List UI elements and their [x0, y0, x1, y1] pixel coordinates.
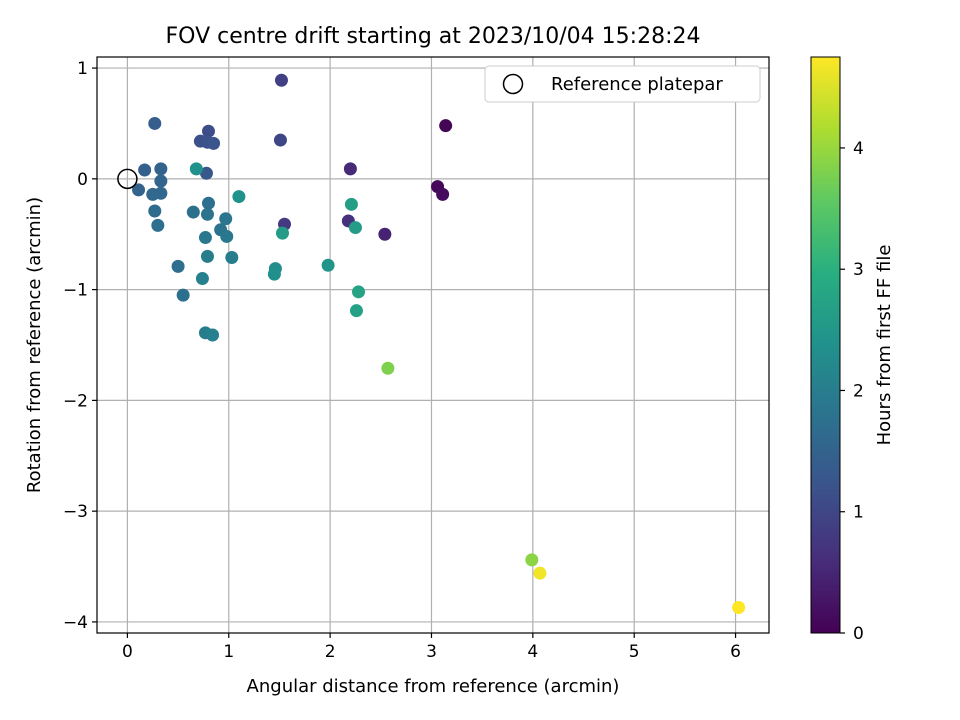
x-tick-label: 4	[527, 642, 538, 662]
x-tick-label: 3	[426, 642, 437, 662]
data-point	[343, 162, 357, 176]
data-point	[189, 162, 203, 176]
data-point	[176, 288, 190, 302]
x-tick-label: 1	[223, 642, 234, 662]
data-point	[171, 259, 185, 273]
colorbar-tick-label: 1	[853, 503, 864, 523]
data-point	[154, 174, 168, 188]
data-point	[148, 204, 162, 218]
data-point	[321, 258, 335, 272]
data-point	[138, 163, 152, 177]
y-tick-label: 0	[77, 170, 88, 190]
data-points	[132, 73, 746, 615]
data-point	[274, 73, 288, 87]
data-point	[273, 133, 287, 147]
legend-marker-reference	[502, 73, 524, 95]
colorbar-tick-label: 2	[853, 381, 864, 401]
data-point	[732, 601, 746, 615]
reference-marker	[117, 168, 138, 190]
data-point	[381, 361, 395, 375]
data-point	[349, 304, 363, 318]
x-tick-label: 5	[629, 642, 640, 662]
data-point	[275, 226, 289, 240]
plot-area: 0 1 2 3 4 5 6 −4 −3 −2 −1 0 1	[63, 56, 770, 662]
x-tick-label: 6	[730, 642, 741, 662]
y-tick-label: 1	[77, 59, 88, 79]
data-point	[232, 190, 246, 204]
colorbar: 0 1 2 3 4 Hours from first FF file	[810, 56, 895, 644]
data-point	[220, 229, 234, 243]
data-point	[200, 207, 214, 221]
y-axis-label: Rotation from reference (arcmin)	[24, 197, 45, 493]
colorbar-ticks: 0 1 2 3 4	[840, 139, 864, 644]
data-point	[198, 231, 212, 245]
data-point	[199, 166, 213, 180]
data-point	[154, 186, 168, 200]
colorbar-tick-label: 4	[853, 139, 864, 159]
colorbar-tick-label: 0	[853, 624, 864, 644]
x-axis-ticks: 0 1 2 3 4 5 6	[122, 633, 741, 662]
data-point	[378, 227, 392, 241]
reference-platepar-point	[117, 168, 138, 190]
data-point	[186, 205, 200, 219]
y-tick-label: −2	[63, 391, 88, 411]
chart-title: FOV centre drift starting at 2023/10/04 …	[166, 24, 701, 49]
y-axis-ticks: −4 −3 −2 −1 0 1	[63, 59, 97, 633]
data-point	[344, 197, 358, 211]
legend-label-reference: Reference platepar	[551, 74, 723, 95]
data-point	[151, 218, 165, 232]
data-point	[352, 285, 366, 299]
colorbar-label: Hours from first FF file	[874, 245, 895, 446]
data-point	[267, 267, 281, 281]
data-point	[201, 196, 215, 210]
colorbar-tick-label: 3	[853, 260, 864, 280]
data-point	[436, 187, 450, 201]
data-point	[201, 124, 215, 138]
y-tick-label: −3	[63, 502, 88, 522]
data-point	[219, 212, 233, 226]
colorbar-gradient	[810, 56, 841, 634]
data-point	[225, 250, 239, 264]
data-point	[207, 136, 221, 150]
data-point	[439, 119, 453, 133]
data-point	[154, 162, 168, 176]
data-point	[195, 272, 209, 286]
y-tick-label: −4	[63, 613, 88, 633]
data-point	[533, 566, 547, 580]
legend-box	[484, 65, 761, 103]
x-tick-label: 2	[325, 642, 336, 662]
data-point	[206, 328, 220, 342]
data-point	[348, 221, 362, 235]
plot-frame	[96, 56, 770, 634]
data-point	[132, 183, 146, 197]
data-point	[148, 116, 162, 130]
x-tick-label: 0	[122, 642, 133, 662]
legend: Reference platepar	[484, 65, 761, 103]
data-point	[200, 249, 214, 263]
y-tick-label: −1	[63, 281, 88, 301]
data-point	[525, 553, 539, 567]
x-axis-label: Angular distance from reference (arcmin)	[247, 676, 620, 697]
